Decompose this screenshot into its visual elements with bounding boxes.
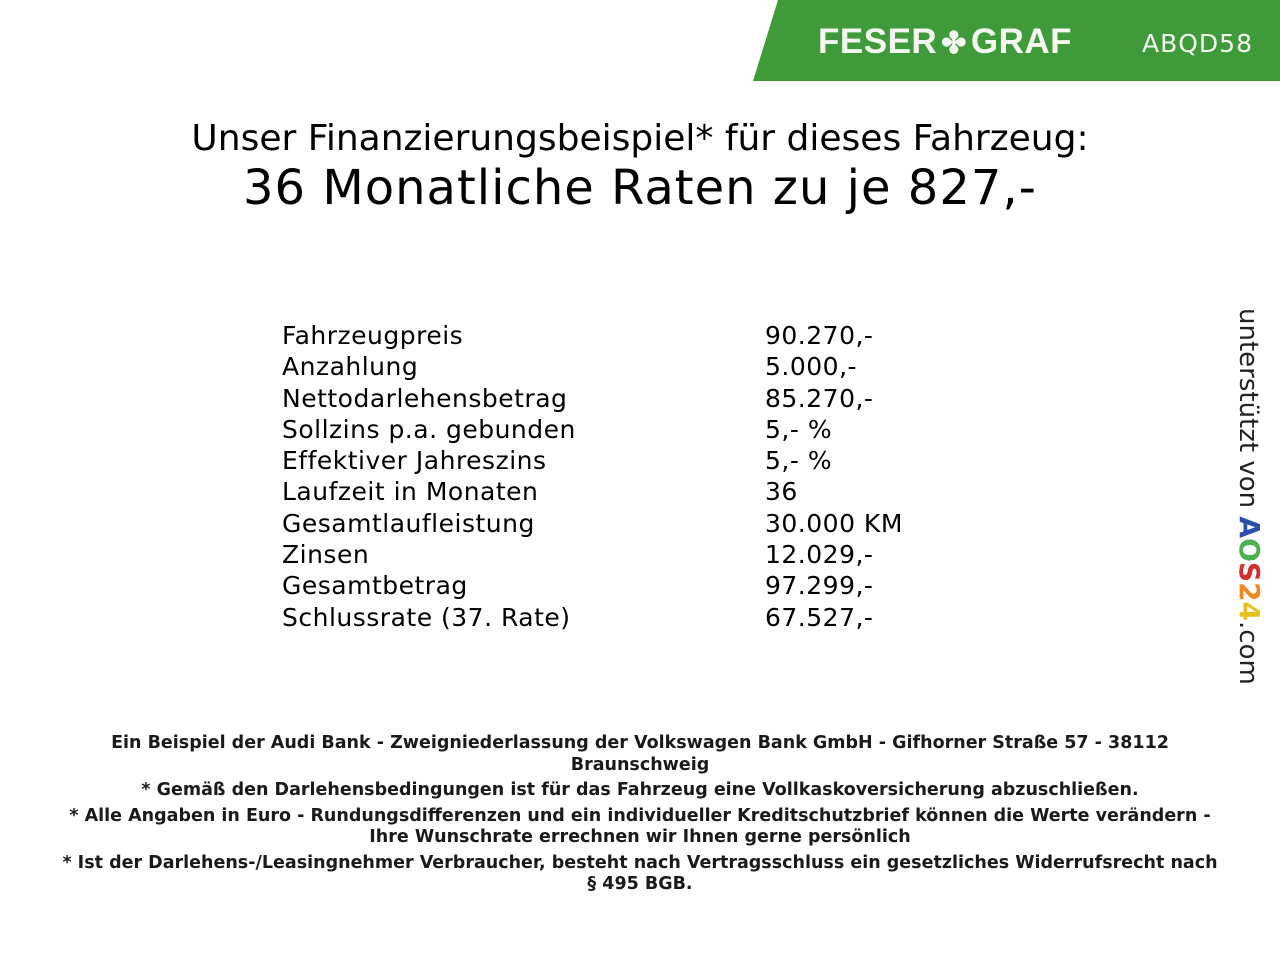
row-label: Fahrzeugpreis: [282, 321, 464, 350]
row-label: Anzahlung: [282, 352, 419, 382]
title-line1: Unser Finanzierungsbeispiel* für dieses …: [191, 118, 1089, 159]
header-banner: [753, 0, 1280, 81]
row-value: 97.299,-: [765, 571, 874, 601]
row-value: 30.000 KM: [765, 508, 903, 538]
row-label: Effektiver Jahreszins: [282, 446, 547, 476]
clover-icon: ✤: [941, 27, 967, 60]
row-value: 5,- %: [765, 414, 833, 444]
row-label: Nettodarlehensbetrag: [282, 383, 568, 413]
row-label: Gesamtlaufleistung: [282, 508, 535, 538]
table-row: Effektiver Jahreszins 5,- %: [282, 446, 982, 477]
footer-note: * Gemäß den Darlehensbedingungen ist für…: [141, 780, 1139, 800]
aos24-letter: O: [1233, 538, 1266, 562]
supported-by-suffix: .com: [1233, 621, 1263, 685]
row-label: Sollzins p.a. gebunden: [282, 414, 576, 444]
aos24-letter: A: [1233, 516, 1266, 539]
footer-note: Ein Beispiel der Audi Bank - Zweignieder…: [111, 733, 1169, 775]
aos24-letter: 2: [1233, 582, 1266, 602]
table-row: Gesamtbetrag 97.299,-: [282, 571, 982, 602]
footer-note: * Alle Angaben in Euro - Rundungsdiffere…: [69, 805, 1211, 848]
supported-by-text: unterstützt von: [1233, 308, 1263, 509]
aos24-letter: S: [1233, 561, 1266, 583]
aos24-letter: 4: [1233, 601, 1266, 622]
table-row: Laufzeit in Monaten 36: [282, 477, 982, 508]
row-label: Schlussrate (37. Rate): [282, 602, 571, 632]
row-value: 5.000,-: [765, 352, 858, 382]
row-value: 5,- %: [765, 446, 833, 476]
table-row: Anzahlung 5.000,-: [282, 352, 982, 383]
row-value: 90.270,-: [765, 321, 874, 350]
row-value: 67.527,-: [765, 602, 874, 632]
row-label: Gesamtbetrag: [282, 571, 468, 601]
table-row: Fahrzeugpreis 90.270,-: [282, 321, 982, 352]
row-value: 12.029,-: [765, 540, 874, 570]
table-row: Nettodarlehensbetrag 85.270,-: [282, 384, 982, 415]
feser-graf-logo: FESER ✤ GRAF: [818, 22, 1072, 62]
row-label: Laufzeit in Monaten: [282, 477, 539, 507]
row-label: Zinsen: [282, 540, 370, 570]
table-row: Sollzins p.a. gebunden 5,- %: [282, 415, 982, 446]
row-value: 36: [765, 477, 798, 507]
row-value: 85.270,-: [765, 383, 874, 413]
vehicle-code: ABQD58: [1142, 29, 1253, 58]
title-line2: 36 Monatliche Raten zu je 827,-: [243, 160, 1037, 216]
brand-right: GRAF: [970, 22, 1072, 61]
brand-left: FESER: [818, 22, 938, 61]
table-row: Zinsen 12.029,-: [282, 540, 982, 571]
aos24-logo: AOS24: [1233, 516, 1266, 621]
table-row: Schlussrate (37. Rate) 67.527,-: [282, 603, 982, 634]
footer-note: * Ist der Darlehens-/Leasingnehmer Verbr…: [62, 852, 1218, 895]
table-row: Gesamtlaufleistung 30.000 KM: [282, 509, 982, 540]
finance-table: Fahrzeugpreis 90.270,- Anzahlung 5.000,- Net…: [282, 321, 982, 634]
footer-notes: Ein Beispiel der Audi Bank - Zweignieder…: [60, 733, 1220, 900]
supported-by: unterstützt von AOS24.com: [1233, 308, 1266, 685]
